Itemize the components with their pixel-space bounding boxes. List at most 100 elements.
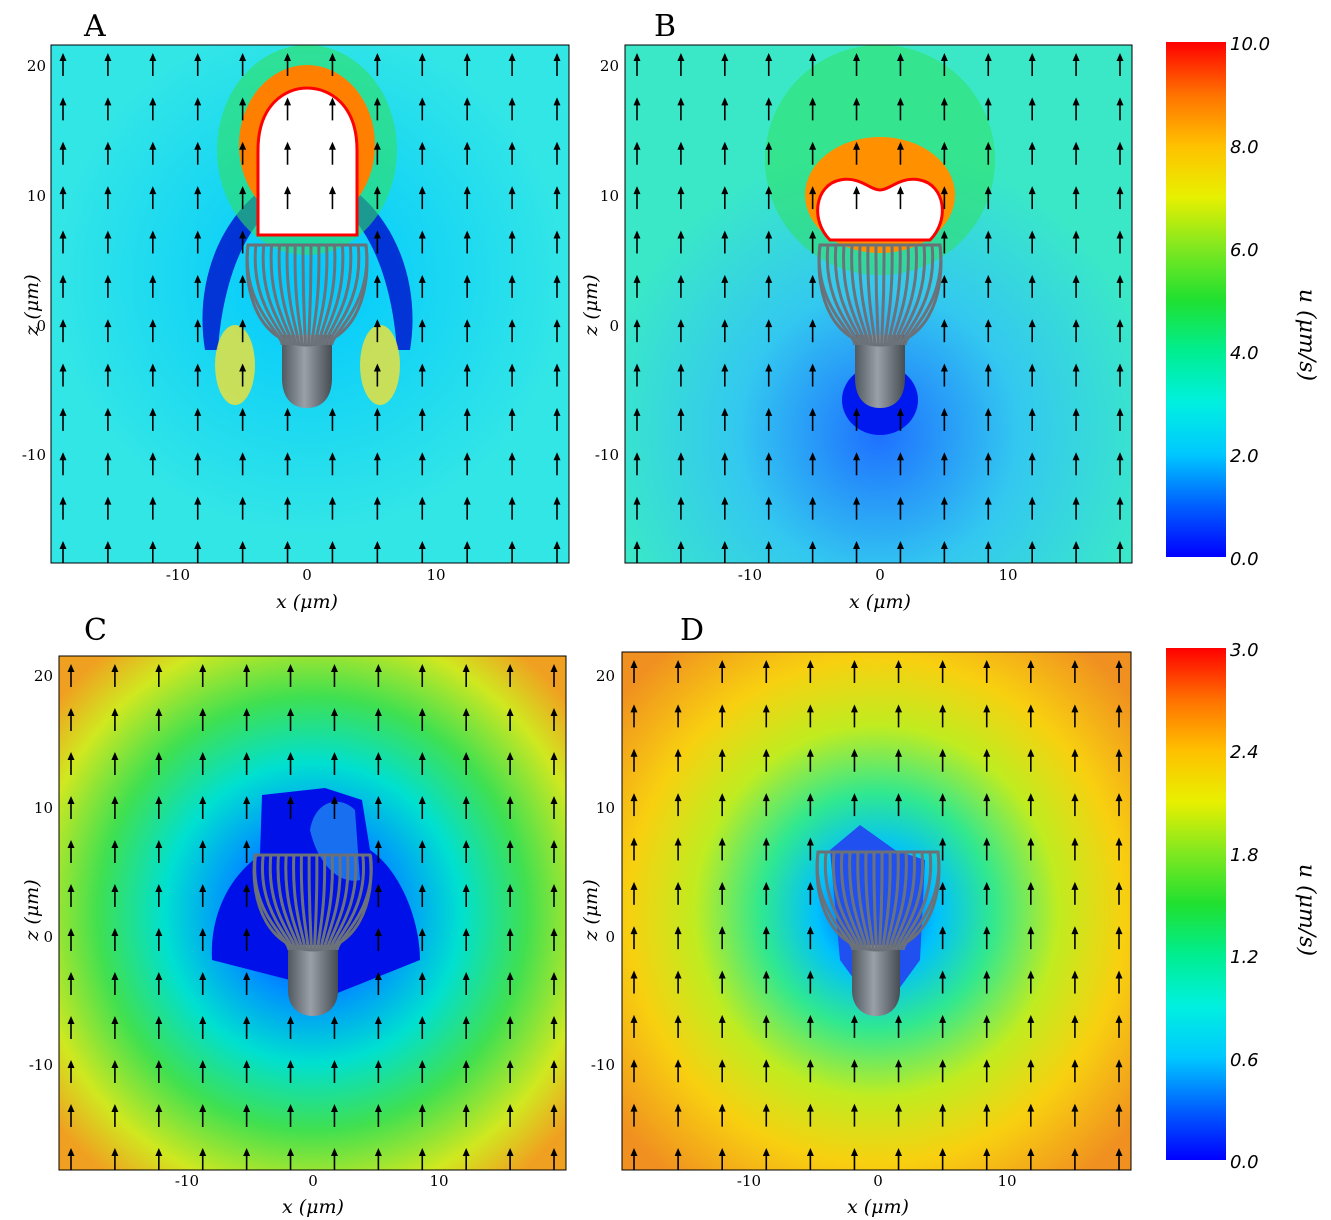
flow-arrow-head bbox=[506, 1060, 514, 1068]
flow-arrow-head bbox=[809, 363, 817, 372]
organism-tentacle bbox=[245, 244, 284, 346]
flow-arrow-head bbox=[155, 796, 163, 804]
panel-d-x-tick: 0 bbox=[873, 1172, 883, 1190]
organism-tentacle bbox=[825, 244, 860, 346]
panel-b-x-tick: 0 bbox=[875, 566, 885, 584]
flow-arrow-head bbox=[721, 363, 729, 372]
flow-arrow-head bbox=[373, 407, 381, 416]
flow-arrow-head bbox=[463, 319, 471, 328]
panel-d-label: D bbox=[680, 613, 704, 648]
flow-arrow-head bbox=[939, 660, 947, 668]
flow-arrow-head bbox=[199, 708, 207, 716]
flow-arrow-head bbox=[418, 708, 426, 716]
flow-arrow-head bbox=[1028, 53, 1036, 61]
flow-arrow-head bbox=[506, 708, 514, 716]
flow-arrow-head bbox=[550, 708, 558, 716]
flow-arrow-head bbox=[896, 541, 904, 549]
flow-arrow-head bbox=[462, 884, 470, 892]
flow-arrow-head bbox=[155, 1016, 163, 1024]
flow-arrow-head bbox=[284, 186, 292, 195]
flow-arrow-head bbox=[984, 496, 992, 505]
panel-c-organism bbox=[252, 853, 373, 1016]
flow-arrow-head bbox=[111, 884, 119, 892]
flow-arrow-head bbox=[287, 1104, 295, 1112]
flow-arrow-head bbox=[243, 752, 251, 760]
organism-tentacle bbox=[880, 244, 886, 346]
flow-arrow-head bbox=[553, 186, 561, 195]
organism-tentacle bbox=[886, 244, 902, 346]
flow-arrow-head bbox=[1071, 926, 1079, 935]
panel-c-y-tick: 10 bbox=[34, 799, 53, 817]
flow-arrow-head bbox=[550, 752, 558, 760]
flow-arrow-head bbox=[806, 748, 814, 757]
flow-arrow-head bbox=[896, 53, 904, 61]
panel-c-arrows bbox=[67, 664, 558, 1170]
colorbar-bottom-tick: 0.0 bbox=[1230, 1152, 1259, 1173]
flow-arrow-head bbox=[850, 1148, 858, 1156]
flow-arrow-head bbox=[418, 186, 426, 195]
flow-arrow-head bbox=[1116, 186, 1124, 195]
flow-arrow-head bbox=[940, 186, 948, 195]
flow-arrow-head bbox=[59, 363, 67, 372]
flow-arrow-head bbox=[373, 53, 381, 61]
flow-arrow-head bbox=[199, 1016, 207, 1024]
flow-arrow-head bbox=[806, 1014, 814, 1023]
flow-arrow-head bbox=[418, 1016, 426, 1024]
flow-arrow-head bbox=[508, 141, 516, 150]
flow-arrow-head bbox=[328, 541, 336, 549]
flow-arrow-head bbox=[506, 972, 514, 980]
flow-arrow-head bbox=[677, 53, 685, 61]
flow-arrow-head bbox=[463, 541, 471, 549]
panel-c-frame bbox=[58, 655, 567, 1171]
flow-arrow-head bbox=[59, 141, 67, 150]
flow-arrow-head bbox=[721, 230, 729, 239]
flow-arrow-head bbox=[721, 53, 729, 61]
panel-d-organism bbox=[815, 850, 941, 1016]
flow-arrow-head bbox=[287, 1060, 295, 1068]
organism-tentacle bbox=[874, 244, 880, 346]
flow-arrow-head bbox=[762, 1103, 770, 1112]
flow-arrow-head bbox=[155, 664, 163, 672]
panel-a-y-tick: 20 bbox=[27, 57, 46, 75]
panel-a-organism bbox=[245, 243, 369, 408]
flow-arrow-head bbox=[418, 1104, 426, 1112]
flow-arrow-head bbox=[633, 141, 641, 150]
flow-arrow-head bbox=[462, 840, 470, 848]
flow-arrow-head bbox=[418, 407, 426, 416]
flow-arrow-head bbox=[373, 541, 381, 549]
flow-arrow-head bbox=[765, 407, 773, 416]
flow-arrow-head bbox=[806, 837, 814, 846]
flow-arrow-head bbox=[1115, 926, 1123, 935]
flow-arrow-head bbox=[199, 1104, 207, 1112]
flow-arrow-head bbox=[850, 1059, 858, 1068]
flow-arrow-head bbox=[111, 1060, 119, 1068]
organism-tentacle bbox=[893, 244, 918, 346]
flow-arrow-head bbox=[1115, 881, 1123, 890]
flow-arrow-head bbox=[508, 319, 516, 328]
flow-arrow-head bbox=[59, 53, 67, 61]
flow-arrow-head bbox=[67, 796, 75, 804]
flow-arrow-head bbox=[243, 972, 251, 980]
organism-tentacle bbox=[900, 244, 935, 346]
flow-arrow-head bbox=[374, 708, 382, 716]
flow-arrow-head bbox=[1028, 186, 1036, 195]
panel-c-y-tick: 0 bbox=[43, 928, 53, 946]
flow-arrow-head bbox=[677, 141, 685, 150]
organism-tentacle bbox=[313, 244, 329, 346]
organism-tentacle bbox=[891, 851, 916, 951]
flow-arrow-head bbox=[463, 53, 471, 61]
flow-arrow-head bbox=[939, 837, 947, 846]
panel-b-organism-collar bbox=[817, 243, 943, 347]
flow-arrow-head bbox=[553, 363, 561, 372]
flow-arrow-head bbox=[806, 881, 814, 890]
flow-arrow-head bbox=[328, 452, 336, 461]
flow-arrow-head bbox=[762, 793, 770, 802]
flow-arrow-head bbox=[718, 793, 726, 802]
organism-tentacle bbox=[896, 244, 927, 346]
colorbar-top-tick: 8.0 bbox=[1230, 137, 1259, 158]
flow-arrow-head bbox=[984, 230, 992, 239]
flow-arrow-head bbox=[1028, 407, 1036, 416]
flow-arrow-head bbox=[194, 452, 202, 461]
flow-arrow-head bbox=[67, 1104, 75, 1112]
flow-arrow-head bbox=[553, 230, 561, 239]
